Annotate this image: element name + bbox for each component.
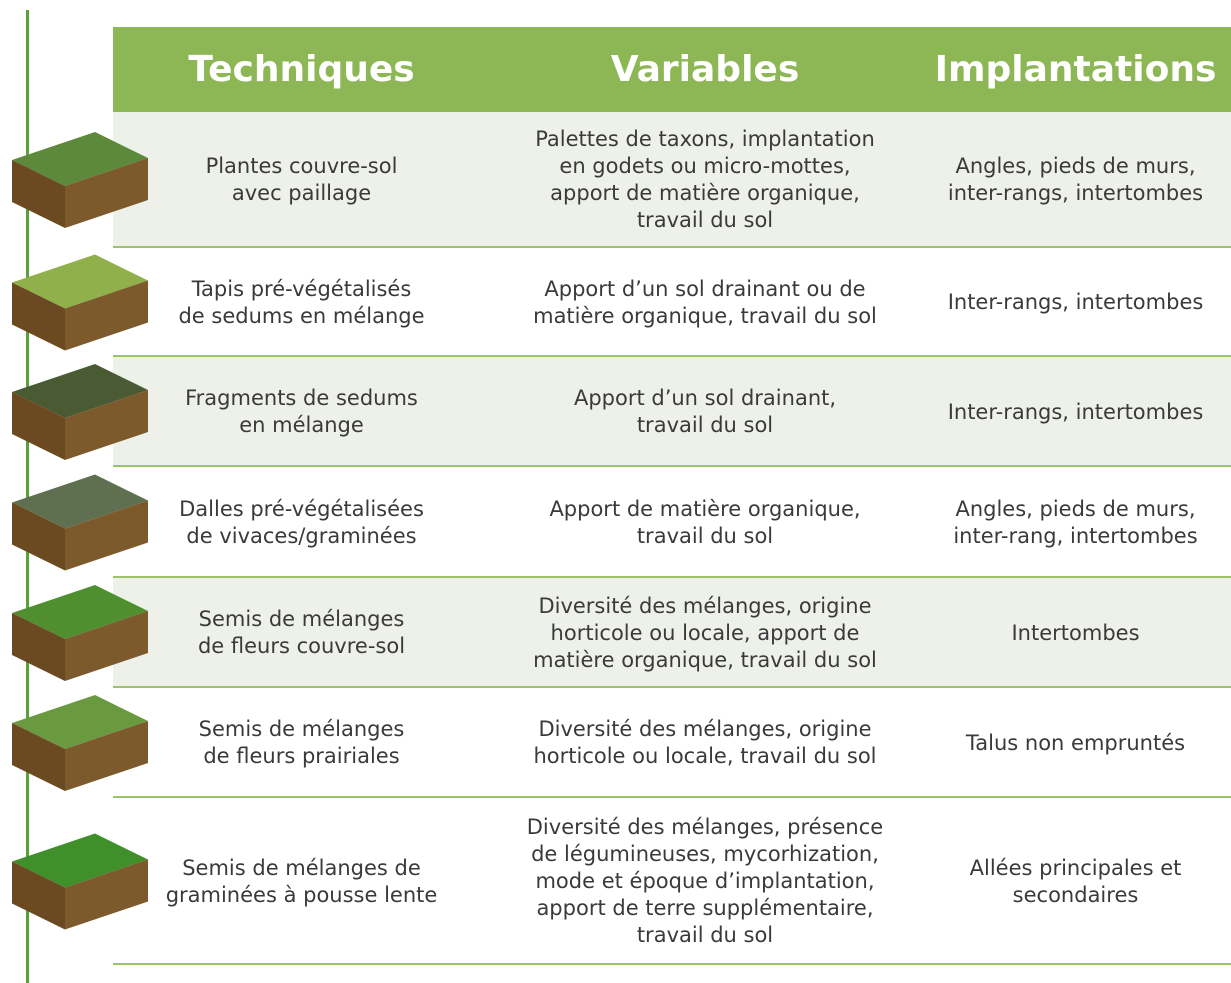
table-row xyxy=(113,688,1231,798)
soil-block xyxy=(12,254,148,309)
table-cell: Diversité des mélanges, présence de légu… xyxy=(526,815,884,947)
table-cell: Tapis pré-végétalisés de sedums en mélan… xyxy=(178,276,425,328)
soil-block xyxy=(12,474,148,529)
table-cell: Intertombes xyxy=(1011,620,1140,645)
table-row xyxy=(113,578,1231,688)
table-cell: Apport d’un sol drainant, travail du sol xyxy=(573,386,837,437)
table-cell: Angles, pieds de murs, inter-rangs, inte… xyxy=(947,154,1204,205)
table-cell: Inter-rangs, intertombes xyxy=(947,290,1204,314)
table-cell: Palettes de taxons, implantation en gode… xyxy=(535,127,875,232)
soil-illustrations xyxy=(12,132,148,930)
table-cell: Semis de mélanges de fleurs prairiales xyxy=(198,717,405,768)
vertical-rule xyxy=(26,10,29,983)
soil-block xyxy=(65,390,148,460)
table-cell: Inter-rangs, intertombes xyxy=(947,399,1204,424)
soil-block xyxy=(12,861,65,930)
soil-block xyxy=(65,158,148,228)
table-cell: Plantes couvre-sol avec paillage xyxy=(205,154,398,205)
table-cell: Semis de mélanges de graminées à pousse … xyxy=(165,855,438,907)
soil-block xyxy=(12,132,148,186)
table-row xyxy=(113,357,1231,467)
table-cell: Dalles pré-végétalisées de vivaces/grami… xyxy=(179,496,424,548)
soil-block xyxy=(12,695,148,749)
soil-block xyxy=(12,392,65,460)
soil-block xyxy=(65,611,148,681)
column-header: Implantations xyxy=(934,49,1217,90)
table-cell: Talus non empruntés xyxy=(965,730,1186,755)
soil-block xyxy=(12,160,65,228)
soil-block xyxy=(12,282,65,351)
soil-block xyxy=(12,723,65,791)
table-cell: Apport de matière organique, travail du … xyxy=(549,496,861,548)
table-cell: Fragments de sedums en mélange xyxy=(185,386,418,437)
soil-block xyxy=(12,833,148,888)
soil-block xyxy=(12,585,148,639)
soil-block xyxy=(65,280,148,351)
header-band xyxy=(113,27,1231,112)
table-cell: Angles, pieds de murs, inter-rang, inter… xyxy=(953,496,1198,548)
table-row xyxy=(113,467,1231,578)
soil-block xyxy=(65,721,148,791)
table-cell: Semis de mélanges de fleurs couvre-sol xyxy=(197,607,406,658)
table-row xyxy=(113,248,1231,357)
soil-block xyxy=(12,364,148,418)
column-header: Variables xyxy=(610,49,800,90)
table-row xyxy=(113,112,1231,248)
column-header: Techniques xyxy=(188,49,415,90)
table-cell: Apport d’un sol drainant ou de matière o… xyxy=(533,276,877,328)
soil-block xyxy=(65,859,148,930)
table-cell: Diversité des mélanges, origine horticol… xyxy=(533,593,877,672)
soil-block xyxy=(65,500,148,571)
table-row xyxy=(113,798,1231,965)
soil-block xyxy=(12,502,65,571)
table-cell: Diversité des mélanges, origine horticol… xyxy=(533,717,877,768)
table-cell: Allées principales et secondaires xyxy=(969,855,1182,907)
soil-block xyxy=(12,613,65,681)
